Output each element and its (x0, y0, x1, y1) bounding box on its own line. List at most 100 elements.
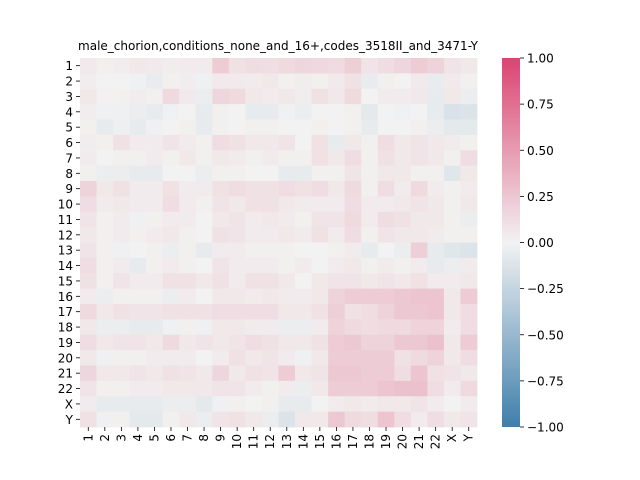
heatmap-cell (228, 211, 246, 228)
heatmap-cell (113, 58, 131, 74)
heatmap-cell (212, 165, 230, 182)
heatmap-cell (443, 304, 461, 320)
heatmap-cell (410, 73, 428, 90)
colorbar-tick-label: 0.25 (527, 190, 554, 204)
heatmap-cell (179, 104, 197, 120)
heatmap-cell (278, 380, 296, 397)
heatmap-cell (146, 288, 164, 305)
heatmap-cell (162, 104, 180, 120)
heatmap-cell (212, 257, 230, 274)
heatmap-cell (261, 134, 279, 151)
colorbar-tick-label: −1.00 (527, 421, 564, 435)
col-tick-label: 20 (396, 434, 410, 449)
heatmap-cell (146, 411, 164, 428)
heatmap-cell (361, 58, 379, 74)
heatmap-cell (261, 257, 279, 274)
heatmap-cell (410, 181, 428, 197)
heatmap-cell (80, 304, 97, 320)
heatmap-cell (410, 150, 428, 167)
heatmap-cell (427, 334, 445, 351)
heatmap-cell (179, 411, 197, 428)
heatmap-cell (460, 227, 478, 243)
heatmap-cell (212, 58, 230, 74)
heatmap-cell (245, 288, 263, 305)
heatmap-cell (162, 304, 180, 320)
heatmap-cell (261, 304, 279, 320)
heatmap-cell (394, 350, 412, 366)
heatmap-cell (295, 165, 312, 182)
heatmap-cell (443, 73, 461, 90)
heatmap-cell (162, 88, 180, 105)
heatmap-cell (129, 196, 147, 213)
heatmap-cell (328, 411, 346, 428)
heatmap-cell (96, 304, 114, 320)
heatmap-cell (311, 150, 329, 167)
heatmap-cell (245, 365, 263, 382)
heatmap-cell (146, 165, 164, 182)
heatmap-cell (162, 58, 180, 74)
heatmap-cell (245, 273, 263, 290)
heatmap-cell (361, 211, 379, 228)
heatmap-cell (228, 150, 246, 167)
heatmap-cell (344, 181, 362, 197)
heatmap-cell (129, 58, 147, 74)
heatmap-cell (427, 181, 445, 197)
col-tick-label: 21 (412, 434, 426, 449)
heatmap-cell (410, 319, 428, 336)
heatmap-cell (278, 350, 296, 366)
heatmap-cell (394, 211, 412, 228)
heatmap-cell (278, 181, 296, 197)
heatmap-cell (113, 181, 131, 197)
heatmap-cell (146, 334, 164, 351)
heatmap-cell (460, 104, 478, 120)
colorbar-tick-label: −0.25 (527, 282, 564, 296)
heatmap-cell (427, 227, 445, 243)
heatmap-cell (377, 334, 395, 351)
row-tick-label: 12 (58, 228, 73, 242)
heatmap-cell (129, 73, 147, 90)
heatmap-cell (113, 165, 131, 182)
heatmap-cell (278, 119, 296, 136)
heatmap-cell (377, 242, 395, 259)
heatmap-cell (129, 257, 147, 274)
heatmap-cell (129, 165, 147, 182)
heatmap-cell (129, 273, 147, 290)
heatmap-cell (129, 104, 147, 120)
heatmap-cell (261, 350, 279, 366)
heatmap-cell (377, 119, 395, 136)
heatmap-cell (113, 380, 131, 397)
heatmap-cell (377, 150, 395, 167)
heatmap-cell (96, 380, 114, 397)
heatmap-cell (212, 288, 230, 305)
heatmap-cell (394, 73, 412, 90)
heatmap-cell (278, 334, 296, 351)
heatmap-cell (80, 396, 97, 413)
heatmap-cell (162, 227, 180, 243)
heatmap-cell (295, 119, 312, 136)
heatmap-cell (460, 88, 478, 105)
heatmap-cell (410, 304, 428, 320)
heatmap-cell (377, 104, 395, 120)
heatmap-cell (146, 350, 164, 366)
col-tick-label: 19 (379, 434, 393, 449)
heatmap-cell (410, 211, 428, 228)
heatmap-cell (212, 365, 230, 382)
heatmap-cell (311, 319, 329, 336)
heatmap-cell (146, 304, 164, 320)
heatmap-cell (377, 411, 395, 428)
heatmap-cell (113, 134, 131, 151)
heatmap-cell (212, 150, 230, 167)
heatmap-cell (344, 350, 362, 366)
heatmap-cell (228, 58, 246, 74)
heatmap-cell (311, 288, 329, 305)
heatmap-cell (195, 119, 213, 136)
heatmap-cell (261, 104, 279, 120)
heatmap-cell (179, 380, 197, 397)
heatmap-cell (146, 227, 164, 243)
heatmap-cell (427, 273, 445, 290)
heatmap-cell (311, 380, 329, 397)
heatmap-cell (162, 350, 180, 366)
heatmap-cell (146, 365, 164, 382)
heatmap-cell (228, 257, 246, 274)
heatmap-cell (129, 88, 147, 105)
